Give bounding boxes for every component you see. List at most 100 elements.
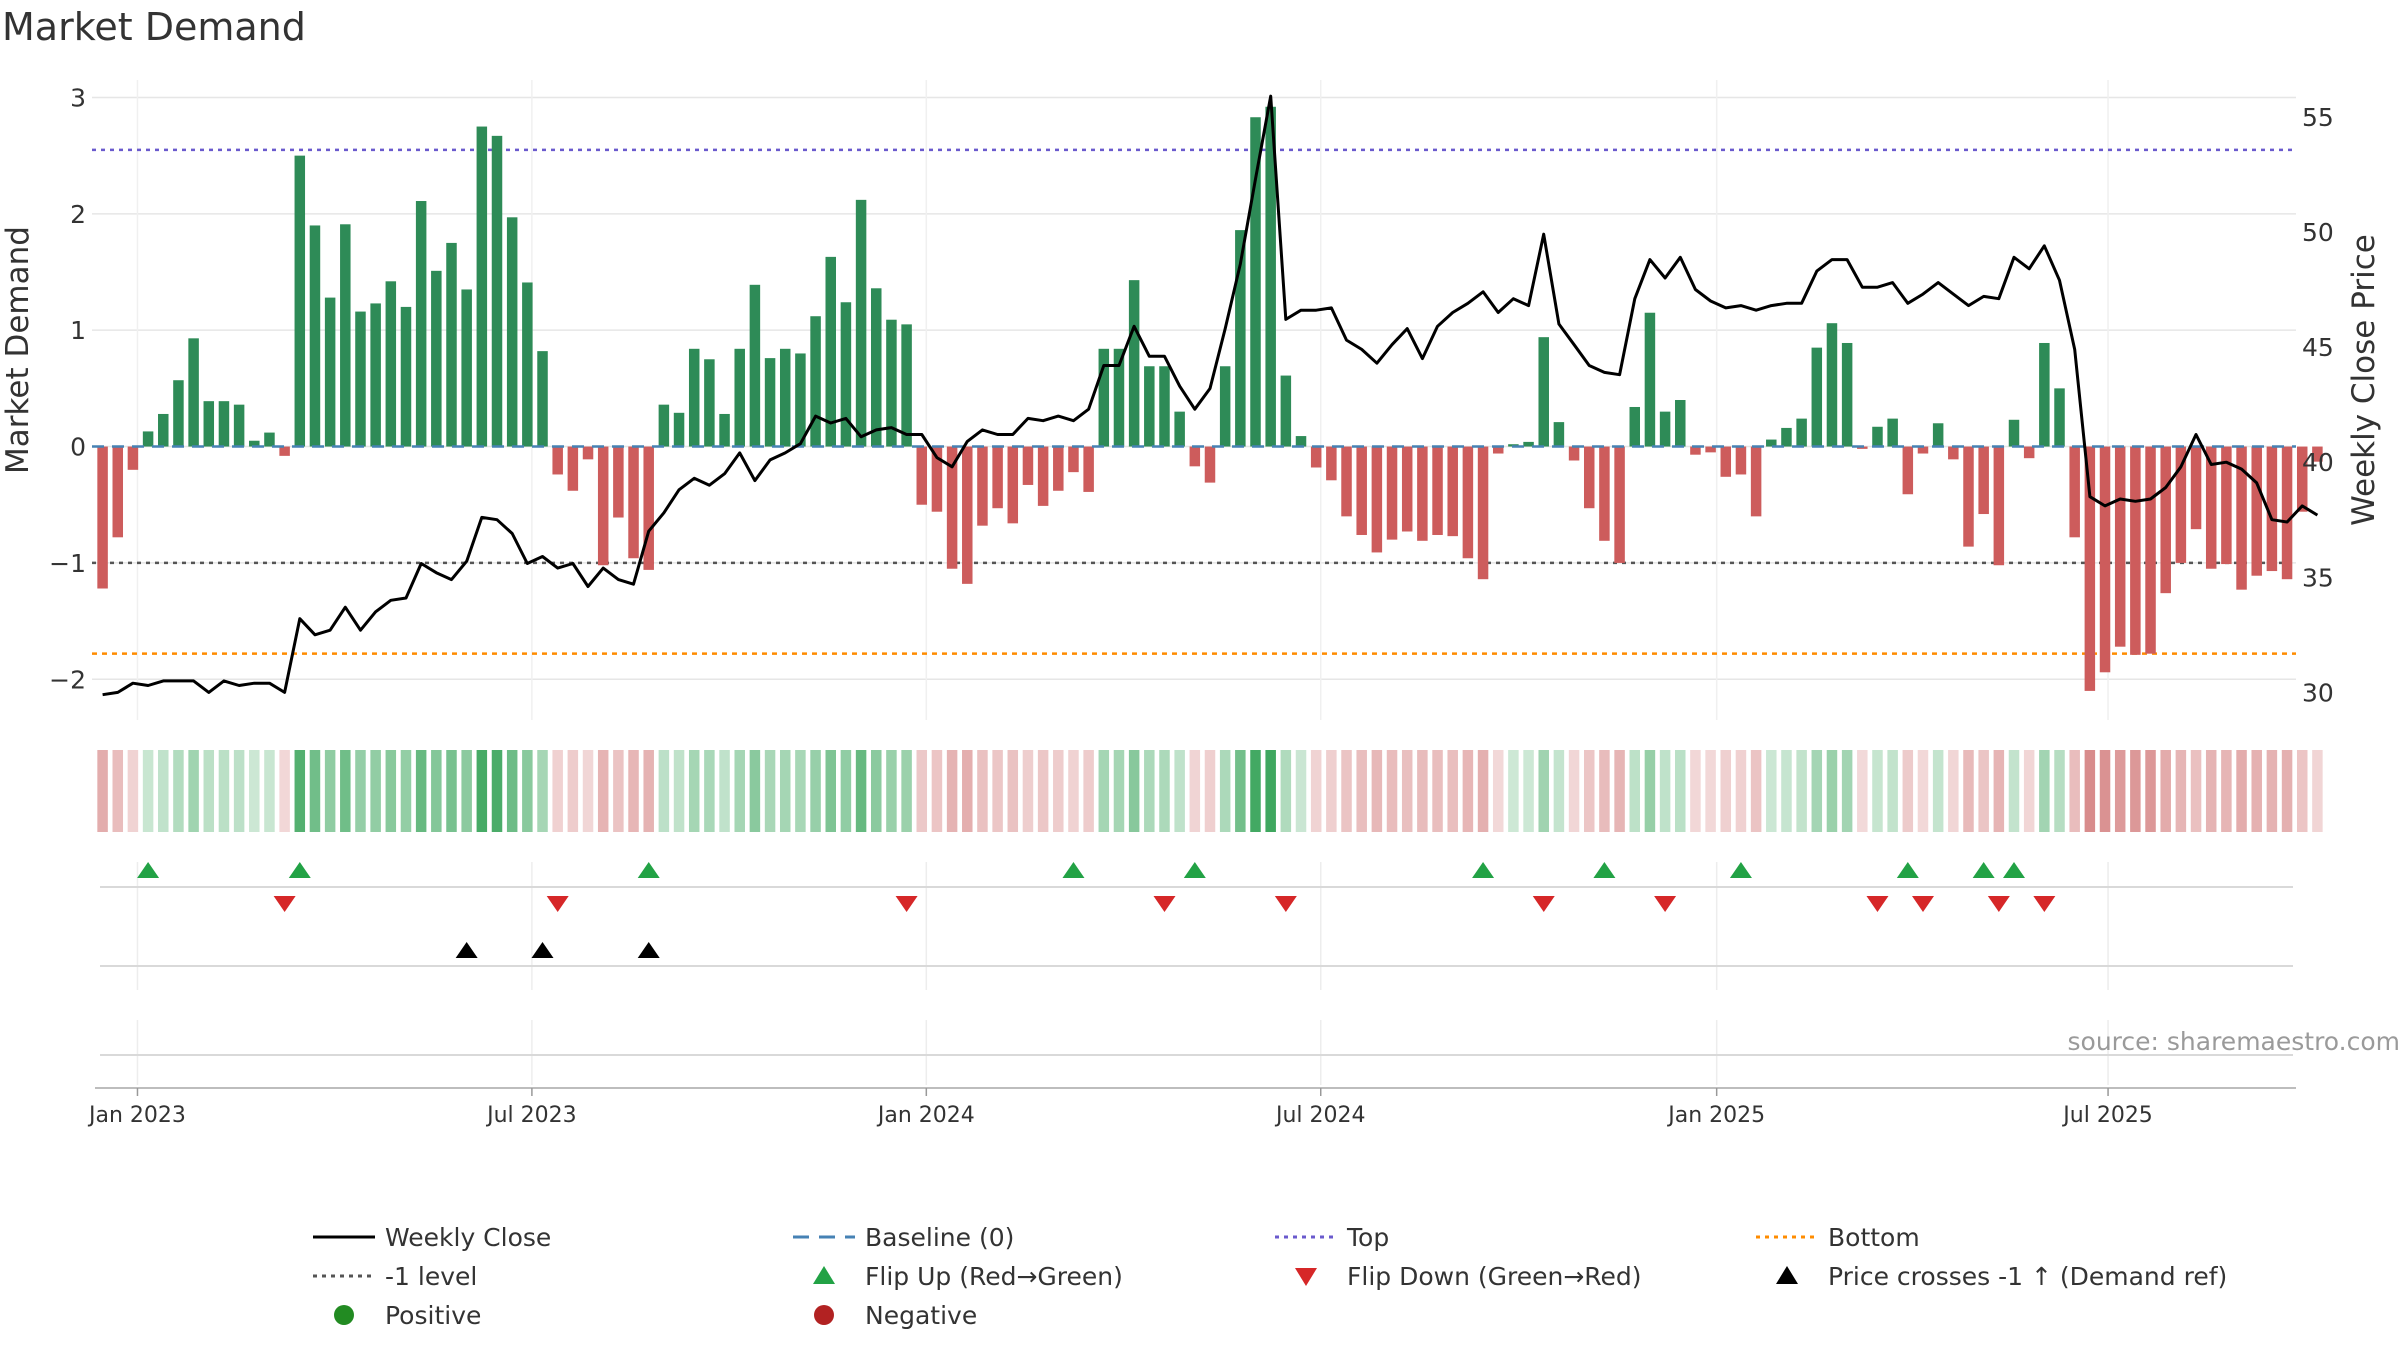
heat-strip-cell xyxy=(1599,750,1610,832)
heat-strip-cell xyxy=(2054,750,2065,832)
heat-strip-cell xyxy=(658,750,670,832)
demand-bar xyxy=(597,446,609,566)
heat-strip-cell xyxy=(1235,750,1246,832)
heat-strip-cell xyxy=(1250,750,1261,832)
demand-bar xyxy=(1553,422,1565,447)
left-tick-label: 3 xyxy=(70,83,86,112)
heat-strip-cell xyxy=(871,750,882,832)
heat-strip-cell xyxy=(962,750,973,832)
heat-strip-cell xyxy=(2145,750,2156,832)
circle-icon xyxy=(334,1305,354,1325)
heat-strip-cell xyxy=(840,750,852,832)
demand-bar xyxy=(340,224,351,447)
demand-bar xyxy=(1113,348,1125,447)
price-cross-marker xyxy=(637,942,660,958)
flip-down-marker xyxy=(1911,896,1934,912)
heat-strip-cell xyxy=(597,750,609,832)
heat-strip-cell xyxy=(1386,750,1398,832)
heat-strip-cell xyxy=(1310,750,1322,832)
heat-strip-cell xyxy=(1174,750,1185,832)
flip-down-marker xyxy=(1987,896,2010,912)
demand-bar xyxy=(1068,446,1079,473)
demand-bar xyxy=(2281,446,2293,580)
demand-bar xyxy=(2054,388,2065,447)
demand-bar xyxy=(1083,446,1094,492)
heat-strip-cell xyxy=(1144,750,1155,832)
demand-bar xyxy=(1644,312,1656,447)
heat-strip-cell xyxy=(249,750,260,832)
heat-strip-cell xyxy=(810,750,821,832)
flip-down-marker xyxy=(1532,896,1555,912)
triangle-up-icon xyxy=(813,1266,835,1284)
heat-strip-cell xyxy=(340,750,351,832)
left-tick-label: 2 xyxy=(70,200,86,229)
left-axis-label: Market Demand xyxy=(0,226,36,474)
flip-up-marker xyxy=(1183,862,1206,878)
flip-down-marker xyxy=(1866,896,1889,912)
heat-strip-cell xyxy=(1053,750,1064,832)
demand-bar xyxy=(871,288,882,447)
flip-up-marker xyxy=(1593,862,1616,878)
heat-strip-cell xyxy=(1083,750,1094,832)
heat-strip-cell xyxy=(1963,750,1974,832)
demand-bar xyxy=(1295,436,1307,447)
heat-strip-cell xyxy=(2099,750,2111,832)
heat-strip-cell xyxy=(1932,750,1944,832)
heat-strip-cell xyxy=(931,750,943,832)
demand-bar xyxy=(1037,446,1049,506)
demand-bar xyxy=(1750,446,1762,517)
heat-strip-cell xyxy=(1401,750,1413,832)
heat-strip-cell xyxy=(688,750,700,832)
heat-strip-cell xyxy=(1326,750,1337,832)
heat-strip-cell xyxy=(355,750,366,832)
demand-bar xyxy=(901,324,912,447)
heat-strip-cell xyxy=(1492,750,1504,832)
right-tick-label: 30 xyxy=(2302,678,2334,707)
date-tick-label: Jul 2025 xyxy=(2061,1103,2153,1128)
demand-bar xyxy=(1568,446,1580,461)
heat-strip-cell xyxy=(1113,750,1125,832)
heat-strip-cell xyxy=(1204,750,1216,832)
heat-strip-cell xyxy=(476,750,488,832)
demand-bar xyxy=(2205,446,2217,569)
heat-strip-cell xyxy=(779,750,791,832)
heat-strip-cell xyxy=(1341,750,1352,832)
legend-item: Weekly Close xyxy=(313,1223,551,1252)
demand-bar xyxy=(1720,446,1732,477)
demand-bar xyxy=(1978,446,1989,515)
demand-bar xyxy=(1204,446,1216,483)
demand-bar xyxy=(719,413,730,447)
demand-bar xyxy=(2266,446,2278,572)
date-tick-label: Jul 2023 xyxy=(485,1103,577,1128)
heat-strip-cell xyxy=(2236,750,2247,832)
heat-strip-cell xyxy=(1720,750,1732,832)
legend-label: Positive xyxy=(385,1301,481,1330)
demand-bar xyxy=(1902,446,1914,495)
flip-down-marker xyxy=(895,896,918,912)
demand-bar xyxy=(355,311,366,447)
demand-bar xyxy=(2236,446,2247,590)
price-cross-marker xyxy=(531,942,554,958)
demand-bar xyxy=(992,446,1003,509)
demand-bar xyxy=(446,242,457,447)
heat-strip-cell xyxy=(855,750,867,832)
heat-strip-cell xyxy=(1356,750,1367,832)
heat-strip-cell xyxy=(992,750,1003,832)
demand-bar xyxy=(1235,230,1246,447)
heat-strip-cell xyxy=(628,750,639,832)
heat-strip-cell xyxy=(1007,750,1019,832)
date-tick-label: Jan 2025 xyxy=(1666,1103,1765,1128)
heat-strip-cell xyxy=(1417,750,1428,832)
demand-bar xyxy=(218,401,230,447)
demand-bars xyxy=(92,106,2323,691)
legend-label: Flip Down (Green→Red) xyxy=(1347,1262,1642,1291)
heat-strip-cell xyxy=(1523,750,1534,832)
demand-bar xyxy=(840,302,852,447)
legend-item: Bottom xyxy=(1756,1223,1920,1252)
heat-strip-cell xyxy=(946,750,958,832)
right-tick-label: 35 xyxy=(2302,563,2334,592)
flip-up-marker xyxy=(2003,862,2026,878)
demand-bar xyxy=(233,404,245,447)
date-tick-label: Jan 2024 xyxy=(876,1103,975,1128)
heat-strip-cell xyxy=(1629,750,1641,832)
